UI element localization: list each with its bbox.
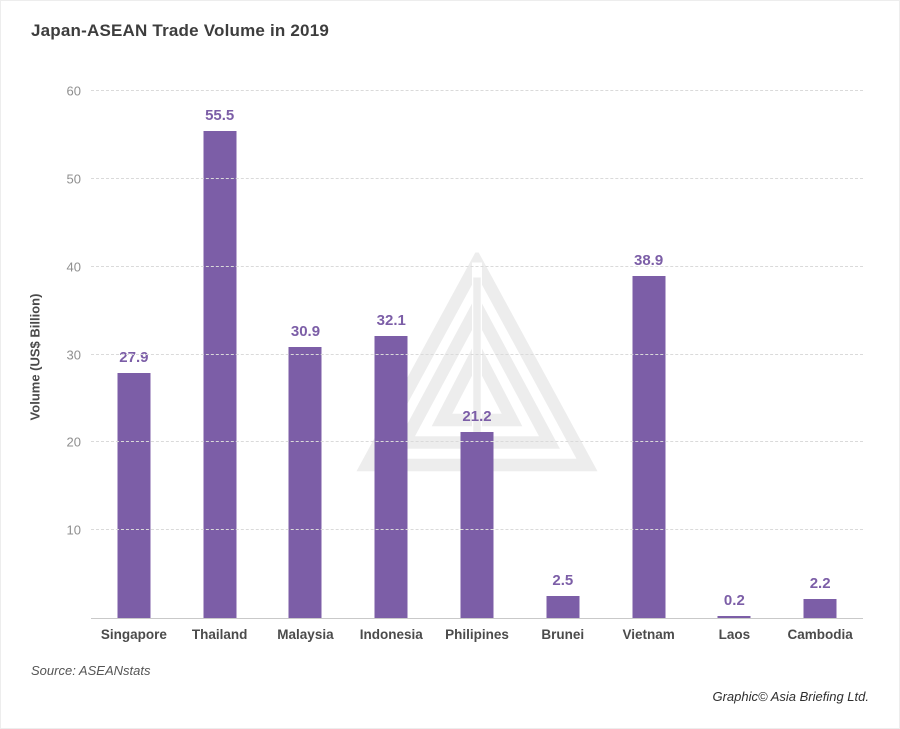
bar-thailand (203, 130, 237, 618)
gridline (91, 265, 863, 267)
x-axis-label-singapore: Singapore (100, 627, 167, 642)
y-tick-label: 20 (66, 434, 81, 450)
bar-group: 0.2 (691, 91, 777, 618)
bar-group: 30.9 (263, 91, 349, 618)
bar-group: 32.1 (348, 91, 434, 618)
x-axis-labels: Singapore Thailand Malaysia Indonesia Philip… (91, 627, 863, 642)
bar-value-label: 30.9 (290, 322, 321, 340)
bar-vietnam (632, 276, 666, 618)
y-tick-label: 50 (66, 171, 81, 187)
bar-group: 27.9 (91, 91, 177, 618)
bar-value-label: 2.5 (552, 572, 574, 590)
bar-singapore (117, 372, 151, 618)
bar-philipines (460, 431, 494, 618)
credit-text: Graphic© Asia Briefing Ltd. (712, 689, 869, 704)
y-tick-label: 30 (66, 347, 81, 362)
bar-group: 2.2 (777, 91, 863, 618)
chart-title: Japan-ASEAN Trade Volume in 2019 (31, 21, 330, 40)
bar-value-label: 27.9 (119, 348, 149, 366)
x-axis-label-thailand: Thailand (191, 627, 248, 642)
source-text: Source: ASEANstats (31, 663, 151, 678)
x-axis-label-brunei: Brunei (541, 627, 585, 642)
bar-cambodia (803, 598, 837, 618)
gridline (91, 177, 863, 179)
bar-group: 55.5 (177, 91, 263, 618)
y-axis-title: Volume (US$ Billion) (27, 293, 43, 421)
bar-value-label: 55.5 (205, 106, 235, 124)
bar-brunei (546, 596, 580, 618)
x-axis-label-indonesia: Indonesia (359, 627, 423, 642)
bar-group: 21.2 (434, 91, 520, 618)
x-axis-label-vietnam: Vietnam (622, 627, 675, 642)
gridline (91, 441, 863, 443)
gridline (91, 353, 863, 355)
bar-laos (717, 616, 751, 618)
x-axis-label-philipines: Philipines (445, 627, 509, 642)
x-axis-label-malaysia: Malaysia (277, 627, 334, 642)
bar-indonesia (374, 336, 408, 618)
y-tick-label: 10 (66, 522, 81, 538)
bars-container: 27.9 55.5 30.9 32.1 21.2 2.5 38.9 0.2 2.2 (91, 91, 863, 618)
bar-value-label: 38.9 (633, 252, 664, 270)
bar-value-label: 21.2 (462, 407, 492, 425)
plot-area: 27.9 55.5 30.9 32.1 21.2 2.5 38.9 0.2 2.2 10 20 30… (67, 84, 863, 619)
bar-group: 38.9 (606, 91, 692, 618)
bar-group: 2.5 (520, 91, 606, 618)
y-tick-label: 60 (66, 83, 81, 99)
bar-value-label: 32.1 (376, 312, 406, 330)
gridline (91, 90, 863, 91)
bar-malaysia (288, 346, 322, 618)
gridline (91, 529, 863, 531)
y-tick-label: 40 (66, 259, 81, 275)
bar-value-label: 2.2 (809, 574, 831, 592)
x-axis-label-cambodia: Cambodia (787, 627, 853, 642)
bar-value-label: 0.2 (723, 592, 745, 610)
x-axis-label-laos: Laos (718, 627, 751, 642)
